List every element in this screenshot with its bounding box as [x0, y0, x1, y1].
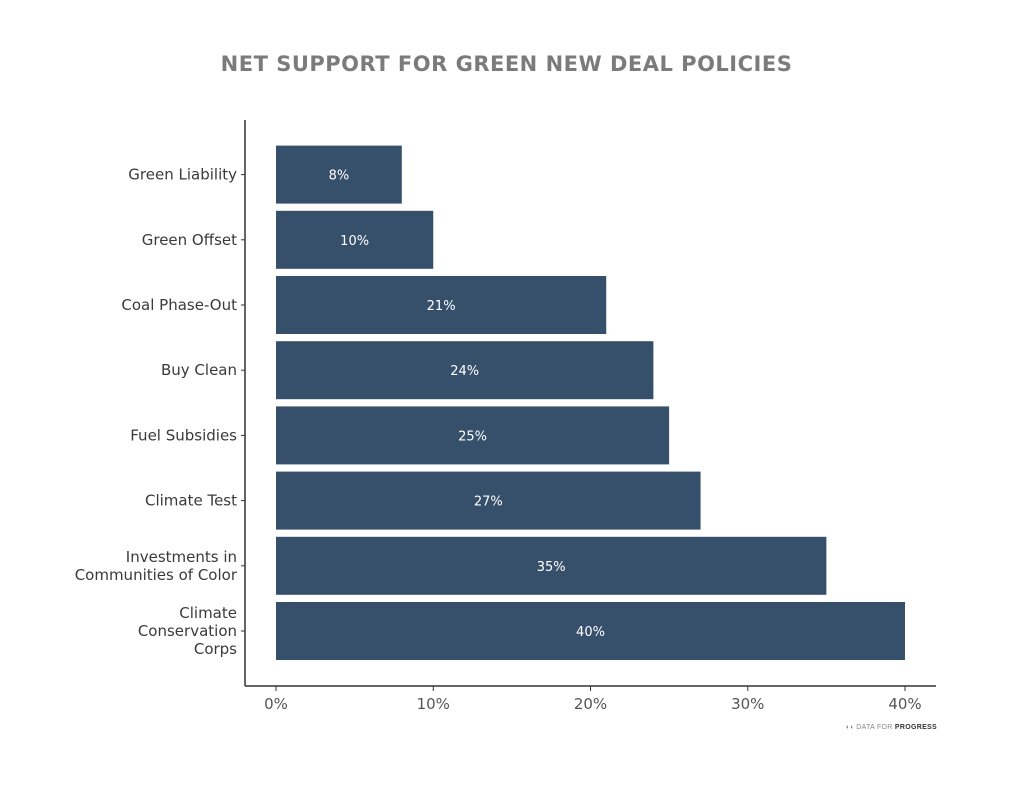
category-label-4: Fuel Subsidies [130, 426, 237, 444]
category-label-line: Fuel Subsidies [130, 426, 237, 444]
chart-title: NET SUPPORT FOR GREEN NEW DEAL POLICIES [220, 52, 793, 76]
data-label-2: 21% [427, 299, 456, 314]
data-label-6: 35% [537, 560, 566, 575]
category-label-line: Coal Phase-Out [121, 296, 237, 314]
data-label-7: 40% [576, 625, 605, 640]
x-tick-label-0: 0% [264, 695, 288, 713]
category-label-6: Investments in Communities of Color [75, 548, 238, 584]
x-tick-label-2: 20% [574, 695, 607, 713]
category-label-line: Green Offset [142, 231, 237, 249]
bar-2 [276, 276, 607, 334]
data-label-3: 24% [450, 364, 479, 379]
category-label-3: Buy Clean [161, 361, 237, 379]
bar-6 [276, 536, 827, 595]
data-label-4: 25% [458, 429, 487, 444]
category-label-line: Conservation [138, 622, 237, 640]
source-credit: ◖◗ DATA FOR PROGRESS [845, 724, 937, 731]
data-label-0: 8% [329, 169, 350, 184]
category-label-line: Climate [179, 604, 237, 622]
category-label-line: Buy Clean [161, 361, 237, 379]
bar-4 [276, 406, 670, 465]
bar-7 [276, 602, 905, 660]
category-label-0: Green Liability [128, 166, 237, 184]
category-label-line: Corps [194, 640, 237, 658]
x-tick-label-4: 40% [888, 695, 921, 713]
category-label-line: Investments in [126, 548, 237, 566]
x-tick-label-3: 30% [731, 695, 764, 713]
bar-0 [276, 145, 402, 204]
category-label-7: Climate Conservation Corps [138, 604, 237, 658]
category-label-line: Communities of Color [75, 566, 238, 584]
data-label-5: 27% [474, 495, 503, 510]
source-prefix: DATA FOR [856, 724, 893, 731]
source-logo-icon: ◖◗ [844, 724, 855, 731]
bar-5 [276, 471, 701, 530]
category-label-line: Green Liability [128, 166, 237, 184]
bar-3 [276, 341, 654, 400]
x-tick-label-1: 10% [417, 695, 450, 713]
category-label-2: Coal Phase-Out [121, 296, 237, 314]
axes-layer [241, 120, 936, 691]
category-label-line: Climate Test [145, 492, 237, 510]
category-label-1: Green Offset [142, 231, 237, 249]
labels-layer: 8% Green Liability 10% Green Offset 21% Coal … [75, 166, 922, 713]
bars-layer [276, 145, 905, 660]
category-label-5: Climate Test [145, 492, 237, 510]
source-brand: PROGRESS [894, 724, 937, 731]
bar-1 [276, 210, 434, 269]
data-label-1: 10% [340, 234, 369, 249]
